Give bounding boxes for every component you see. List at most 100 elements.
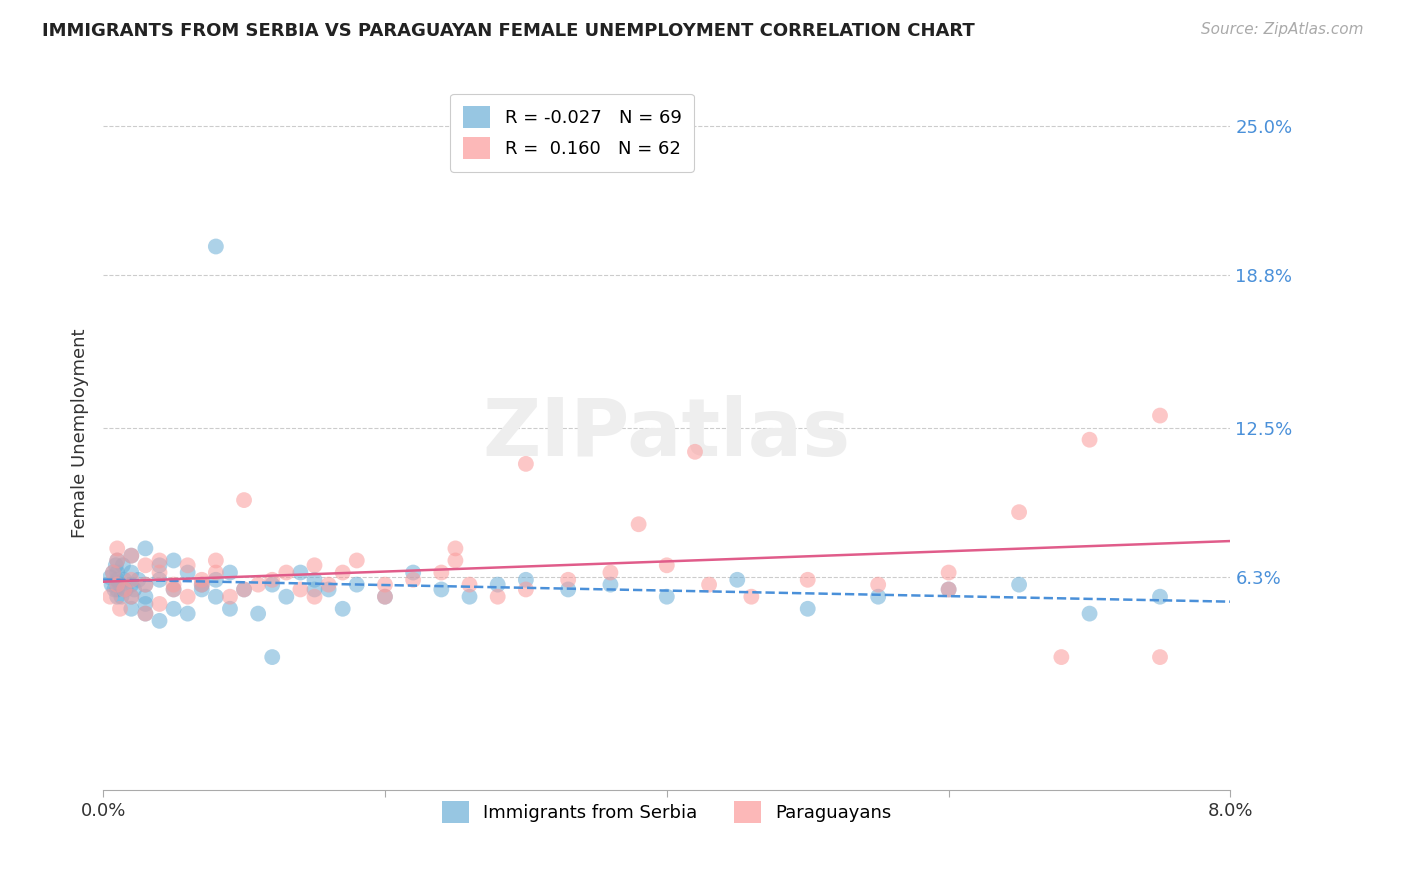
Point [247,577,270,591]
Point [938,582,960,597]
Point [233,493,256,508]
Point [318,577,340,591]
Point [101,566,124,580]
Point [683,444,706,458]
Point [110,590,132,604]
Point [120,577,142,591]
Point [134,577,156,591]
Point [205,573,228,587]
Point [98,570,121,584]
Point [868,590,890,604]
Point [262,577,284,591]
Point [557,573,579,587]
Point [318,582,340,597]
Point [205,566,228,580]
Point [486,590,509,604]
Point [176,607,198,621]
Point [112,573,135,587]
Point [430,566,453,580]
Point [120,590,142,604]
Point [444,541,467,556]
Point [599,566,621,580]
Point [233,582,256,597]
Point [162,601,184,615]
Point [105,590,128,604]
Point [114,582,136,597]
Point [599,577,621,591]
Point [458,577,481,591]
Point [162,582,184,597]
Point [148,553,170,567]
Point [304,558,326,573]
Point [402,566,425,580]
Point [101,566,124,580]
Point [191,573,214,587]
Point [515,457,537,471]
Point [111,558,134,573]
Point [176,558,198,573]
Legend: Immigrants from Serbia, Paraguayans: Immigrants from Serbia, Paraguayans [432,790,903,834]
Point [105,553,128,567]
Point [120,549,142,563]
Point [205,590,228,604]
Point [112,582,135,597]
Point [332,566,354,580]
Point [346,553,368,567]
Point [402,573,425,587]
Point [374,590,396,604]
Point [219,566,242,580]
Y-axis label: Female Unemployment: Female Unemployment [72,329,89,539]
Point [1008,577,1031,591]
Point [332,601,354,615]
Point [233,582,256,597]
Text: Source: ZipAtlas.com: Source: ZipAtlas.com [1201,22,1364,37]
Point [1008,505,1031,519]
Point [120,601,142,615]
Point [276,566,298,580]
Point [134,607,156,621]
Point [98,590,121,604]
Point [627,517,650,532]
Point [262,573,284,587]
Point [938,582,960,597]
Point [304,582,326,597]
Point [655,590,678,604]
Point [205,553,228,567]
Point [120,566,142,580]
Point [176,566,198,580]
Point [148,614,170,628]
Point [108,577,131,591]
Point [938,566,960,580]
Point [219,590,242,604]
Point [515,573,537,587]
Point [162,577,184,591]
Point [725,573,748,587]
Point [346,577,368,591]
Point [868,577,890,591]
Point [105,573,128,587]
Point [191,582,214,597]
Point [120,590,142,604]
Point [1078,433,1101,447]
Point [134,590,156,604]
Point [104,558,127,573]
Point [105,541,128,556]
Point [134,558,156,573]
Point [262,650,284,665]
Point [486,577,509,591]
Point [444,553,467,567]
Point [1149,409,1171,423]
Point [1149,590,1171,604]
Point [108,601,131,615]
Text: ZIPatlas: ZIPatlas [482,394,851,473]
Point [100,577,122,591]
Point [374,590,396,604]
Point [176,590,198,604]
Point [247,607,270,621]
Point [290,566,312,580]
Point [1149,650,1171,665]
Point [148,566,170,580]
Point [796,573,818,587]
Point [191,577,214,591]
Point [515,582,537,597]
